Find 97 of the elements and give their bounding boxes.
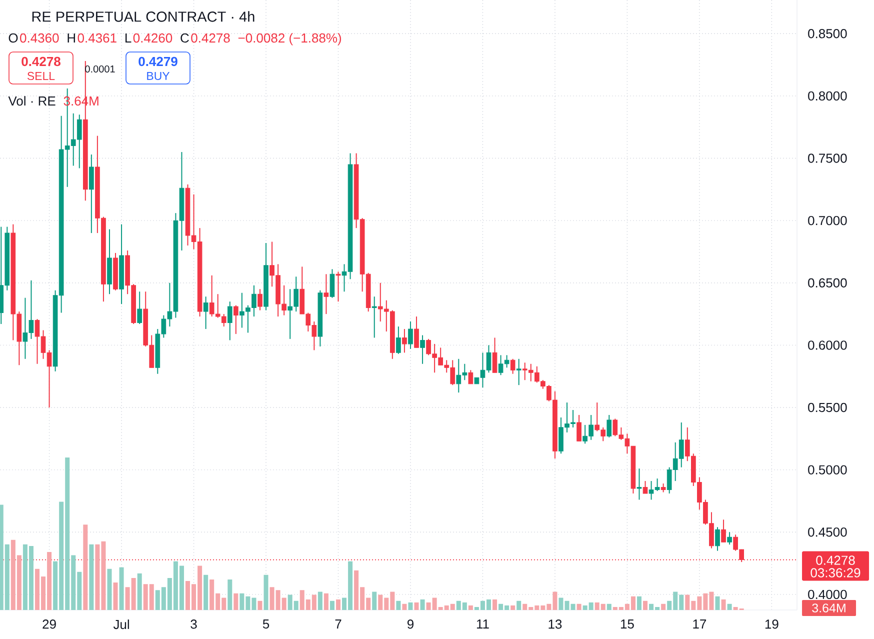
bar bbox=[330, 600, 334, 610]
candlestick bbox=[408, 321, 413, 350]
bar bbox=[420, 599, 425, 610]
candlestick bbox=[414, 316, 419, 348]
bar bbox=[89, 544, 94, 610]
bar bbox=[715, 596, 720, 610]
x-tick-label: 3 bbox=[190, 620, 197, 629]
bar bbox=[402, 604, 407, 610]
annotation: 0.4279 bbox=[138, 56, 178, 66]
candlestick bbox=[642, 480, 648, 494]
candlestick bbox=[137, 291, 142, 324]
bar bbox=[408, 602, 413, 610]
candlestick bbox=[576, 414, 582, 442]
candlestick bbox=[89, 154, 94, 234]
text: 3.64M bbox=[812, 604, 846, 612]
bar bbox=[137, 573, 142, 610]
candlestick bbox=[233, 304, 238, 334]
candlestick bbox=[727, 532, 732, 546]
y-tick-label: 0.4000 bbox=[808, 590, 847, 600]
bar bbox=[636, 596, 642, 610]
candlestick bbox=[330, 268, 335, 298]
bar bbox=[492, 599, 498, 610]
annotation: −0.0082 (−1.88%) bbox=[238, 33, 342, 46]
x-tick-label: 7 bbox=[335, 620, 342, 628]
candlestick bbox=[227, 301, 232, 341]
bar bbox=[516, 600, 522, 610]
annotation: H bbox=[68, 34, 76, 42]
annotation: BUY bbox=[147, 72, 170, 80]
x-tick-label: 17 bbox=[693, 620, 706, 628]
y-tick-label: 0.6500 bbox=[808, 278, 847, 288]
y-tick-label: 0.5500 bbox=[808, 402, 847, 412]
annotation: 0.4360 bbox=[20, 33, 59, 43]
x-tick-label: 29 bbox=[42, 620, 56, 629]
bar bbox=[258, 600, 262, 610]
y-tick-label: 0.5000 bbox=[808, 465, 847, 474]
candlestick bbox=[324, 274, 329, 315]
annotation: SELL bbox=[27, 72, 55, 80]
bar bbox=[119, 567, 124, 610]
candlestick bbox=[468, 370, 474, 384]
bar bbox=[83, 524, 88, 610]
candlestick bbox=[510, 358, 516, 374]
y-tick-label: 0.7500 bbox=[808, 154, 847, 163]
bar bbox=[468, 605, 473, 610]
y-tick-label: 0.8000 bbox=[808, 91, 847, 101]
bar bbox=[721, 599, 726, 610]
candlestick bbox=[402, 328, 407, 354]
candlestick bbox=[721, 519, 726, 543]
candlestick bbox=[636, 468, 642, 500]
annotation: 0.4278 bbox=[22, 56, 60, 66]
bar bbox=[234, 593, 238, 610]
bar bbox=[324, 593, 328, 610]
bar bbox=[336, 599, 341, 610]
candlestick bbox=[420, 334, 425, 364]
candlestick bbox=[372, 296, 377, 338]
candlestick bbox=[606, 414, 612, 438]
text: 03:36:29 bbox=[810, 568, 860, 578]
annotation: C bbox=[180, 33, 189, 43]
bar bbox=[228, 580, 232, 610]
x-tick-label: 11 bbox=[476, 620, 489, 628]
candlestick bbox=[203, 296, 208, 330]
annotation: 0.4361 bbox=[78, 33, 116, 43]
x-tick-label: 13 bbox=[548, 620, 562, 629]
annotation: O bbox=[8, 33, 18, 43]
x-tick-label: 19 bbox=[765, 620, 778, 629]
candlestick bbox=[516, 358, 522, 386]
x-tick-label: 5 bbox=[262, 620, 270, 629]
bar bbox=[510, 605, 516, 610]
text: RE PERPETUAL CONTRACT · 4h bbox=[32, 11, 254, 22]
candlestick bbox=[396, 326, 401, 354]
bar bbox=[606, 604, 612, 610]
bar bbox=[372, 592, 377, 610]
chart-title: Vol · RE bbox=[8, 96, 56, 106]
bar bbox=[204, 574, 208, 610]
bar bbox=[264, 574, 268, 610]
bar bbox=[576, 604, 582, 610]
x-tick-label: 15 bbox=[620, 620, 634, 629]
bar bbox=[727, 604, 732, 610]
y-tick-label: 0.8500 bbox=[808, 29, 847, 38]
bar bbox=[661, 604, 666, 610]
bar bbox=[643, 600, 648, 610]
candlestick bbox=[258, 288, 262, 311]
bar bbox=[113, 582, 118, 610]
bar bbox=[107, 568, 112, 610]
x-tick-label: Jul bbox=[113, 620, 129, 630]
annotation: 0.4260 bbox=[133, 33, 172, 43]
y-tick-label: 0.7000 bbox=[808, 216, 847, 226]
candlestick bbox=[492, 337, 498, 374]
bar bbox=[318, 592, 322, 610]
x-tick-label: 9 bbox=[407, 620, 414, 629]
annotation: L bbox=[125, 34, 132, 42]
y-tick-label: 0.6000 bbox=[808, 340, 847, 350]
candlestick bbox=[715, 526, 720, 552]
y-tick-label: 0.4500 bbox=[808, 528, 847, 537]
bar bbox=[414, 602, 419, 610]
bar bbox=[396, 600, 401, 610]
annotation: 0.4278 bbox=[191, 33, 230, 43]
ref-line-label: 0.4278 bbox=[816, 556, 855, 565]
